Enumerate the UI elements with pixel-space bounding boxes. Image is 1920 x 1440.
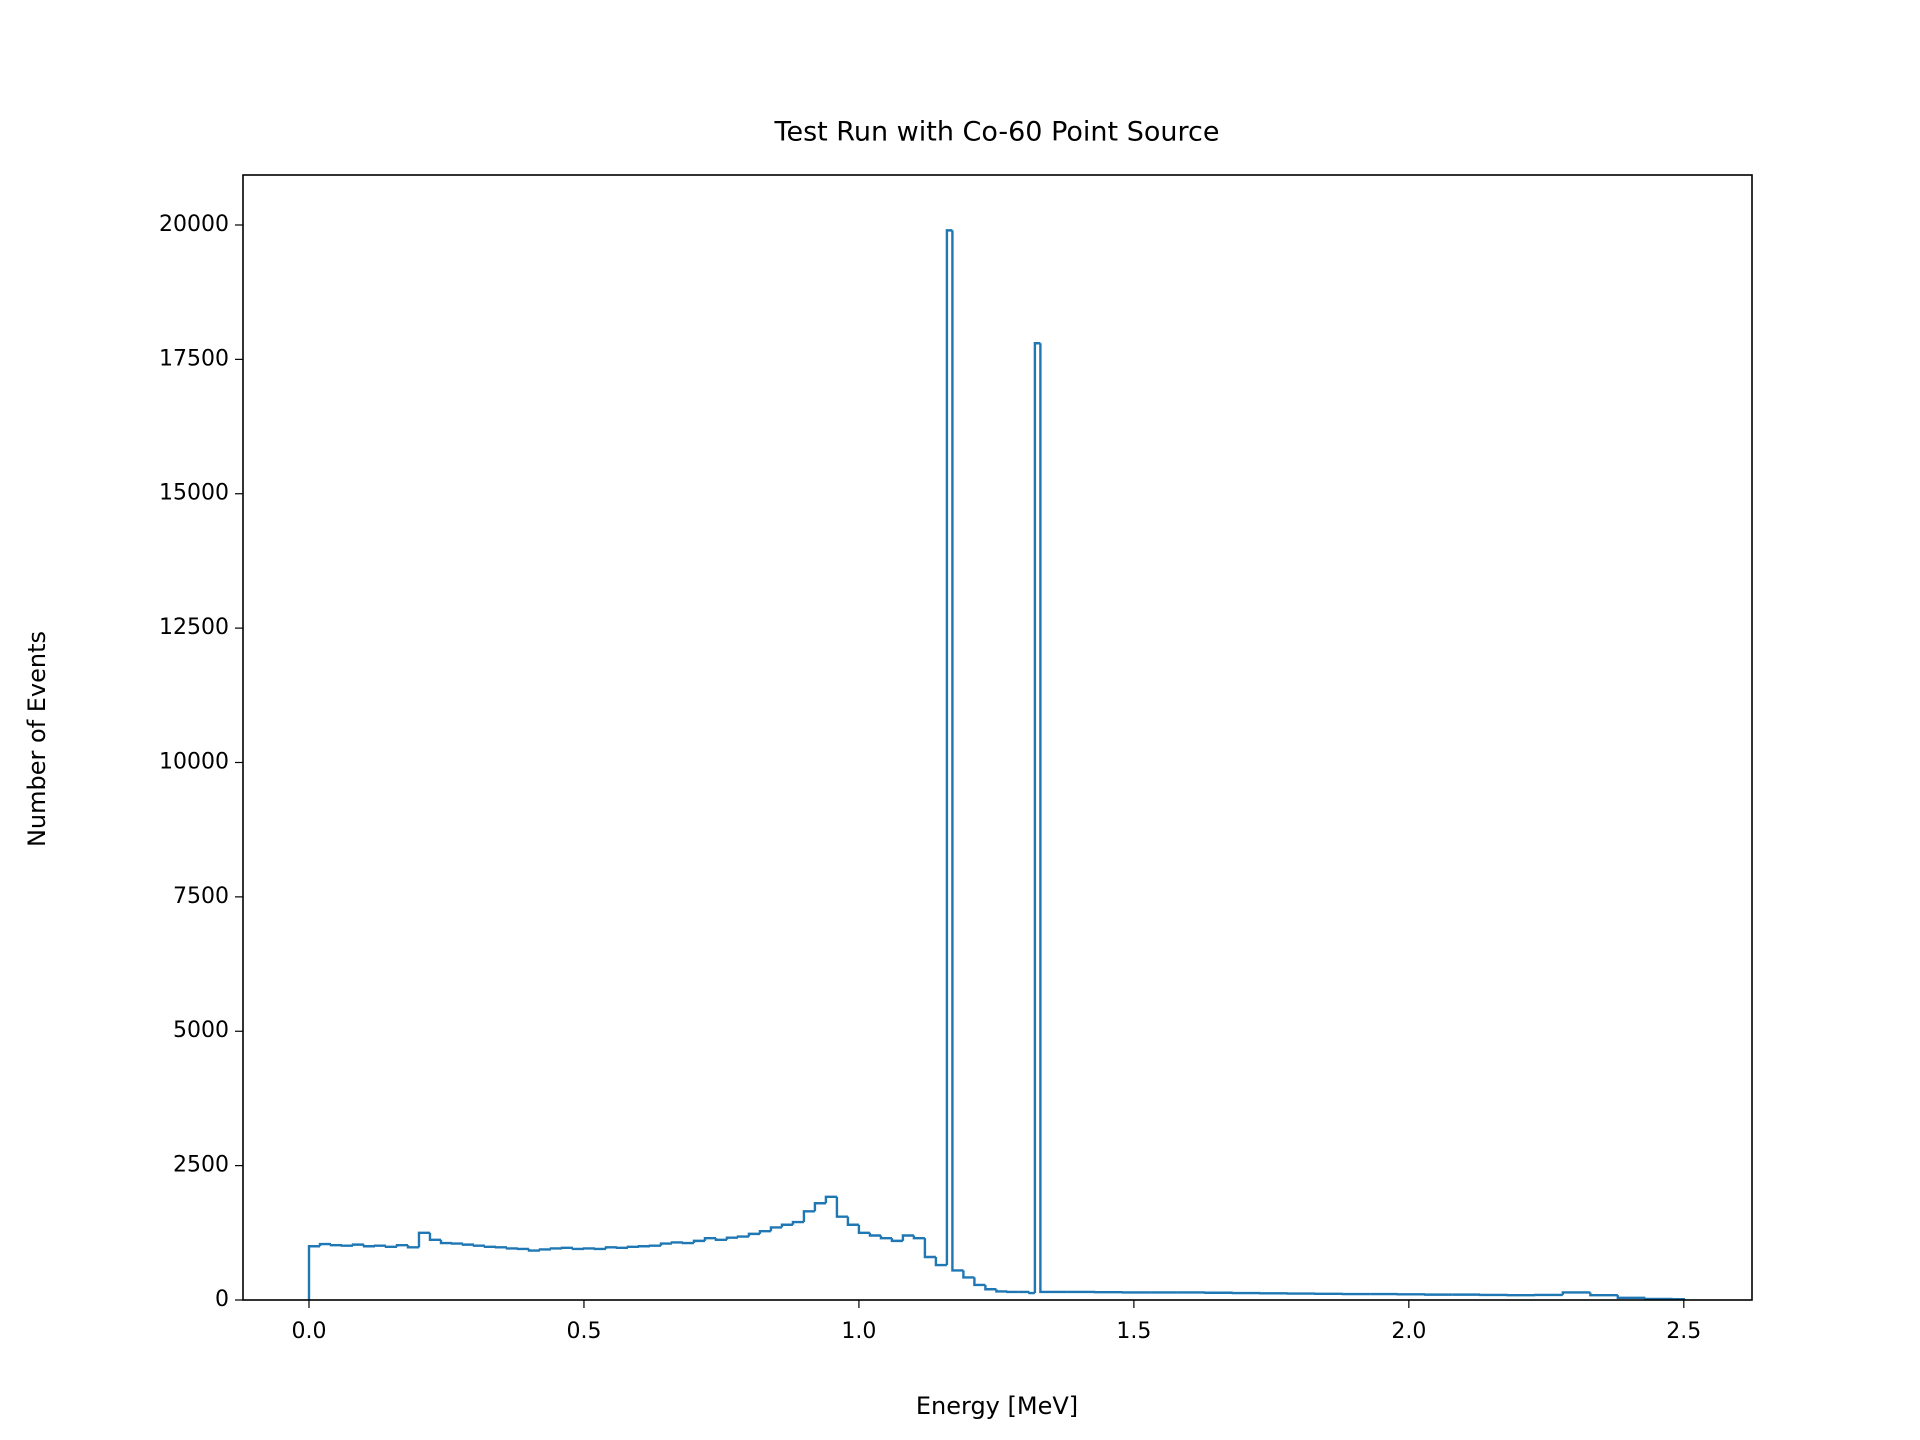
histogram-bin xyxy=(637,1245,650,1248)
histogram-bin xyxy=(615,1246,628,1250)
histogram-bin xyxy=(1589,1292,1618,1297)
histogram-bin xyxy=(340,1244,353,1247)
histogram-bin xyxy=(351,1243,364,1246)
histogram-bin xyxy=(835,1196,848,1218)
histogram-bin xyxy=(670,1241,683,1244)
x-tick-label: 1.0 xyxy=(841,1319,876,1344)
histogram-bin xyxy=(1033,342,1041,1294)
y-tick-label: 15000 xyxy=(159,481,229,506)
histogram-bin xyxy=(1561,1291,1591,1295)
histogram-bin xyxy=(626,1245,639,1248)
histogram-bin xyxy=(879,1235,892,1240)
histogram-bin xyxy=(802,1210,815,1223)
y-tick-label: 20000 xyxy=(159,212,229,237)
histogram-bin xyxy=(560,1246,573,1250)
histogram-bin xyxy=(846,1216,859,1226)
y-tick-label: 2500 xyxy=(173,1153,229,1178)
histogram-bin xyxy=(951,230,964,1272)
histogram-bin xyxy=(384,1245,397,1248)
histogram-bin xyxy=(703,1236,716,1241)
histogram-bin xyxy=(1644,1297,1673,1301)
histogram-bin xyxy=(681,1241,694,1245)
histogram-bin xyxy=(714,1238,727,1241)
histogram-bin xyxy=(813,1202,826,1212)
histogram-bin xyxy=(461,1243,474,1246)
histogram-bin xyxy=(923,1238,936,1259)
y-tick-label: 0 xyxy=(215,1287,229,1312)
histogram-bin xyxy=(868,1232,881,1237)
histogram-bin xyxy=(1006,1290,1019,1294)
histogram-bin xyxy=(934,1257,947,1267)
histogram-bin xyxy=(995,1289,1008,1293)
histogram-bin xyxy=(549,1247,562,1250)
histogram-bin xyxy=(973,1277,986,1287)
x-tick-label: 0.5 xyxy=(566,1319,601,1344)
x-tick-label: 1.5 xyxy=(1116,1319,1151,1344)
histogram-bin xyxy=(439,1239,452,1245)
histogram-bin xyxy=(780,1223,793,1228)
histogram-bin xyxy=(593,1247,606,1251)
x-tick-label: 0.0 xyxy=(291,1319,326,1344)
x-tick-label: 2.5 xyxy=(1666,1319,1701,1344)
histogram-bin xyxy=(901,1234,914,1241)
histogram-bin xyxy=(648,1244,661,1247)
y-tick-label: 5000 xyxy=(173,1018,229,1043)
histogram-bin xyxy=(505,1247,518,1250)
chart-title: Test Run with Co-60 Point Source xyxy=(774,117,1220,148)
histogram-bin xyxy=(758,1230,771,1234)
x-tick-label: 2.0 xyxy=(1391,1319,1426,1344)
histogram-bin xyxy=(890,1238,903,1243)
histogram-bin xyxy=(912,1235,925,1240)
histogram-bin xyxy=(962,1270,975,1279)
histogram-bin xyxy=(516,1247,529,1251)
histogram-bin xyxy=(428,1232,441,1241)
histogram-bin xyxy=(1616,1295,1646,1300)
y-tick-label: 10000 xyxy=(159,749,229,774)
histogram-bin xyxy=(450,1242,463,1245)
histogram-bin xyxy=(527,1248,540,1252)
histogram-bin xyxy=(571,1247,584,1251)
histogram-bin xyxy=(395,1243,408,1247)
histogram-bin xyxy=(692,1239,705,1244)
histogram-bin xyxy=(1039,343,1068,1294)
histogram-bin xyxy=(417,1231,430,1248)
histogram-bin xyxy=(769,1226,782,1232)
plot-frame xyxy=(242,174,1753,1301)
histogram-bin xyxy=(373,1244,386,1247)
histogram-bin xyxy=(538,1248,551,1251)
y-tick-label: 7500 xyxy=(173,884,229,909)
histogram-bin xyxy=(362,1244,375,1248)
histogram-bin xyxy=(857,1224,870,1235)
histogram-bin xyxy=(494,1246,507,1249)
histogram-bin xyxy=(791,1220,804,1225)
histogram-bin xyxy=(318,1242,331,1247)
histogram-bin xyxy=(483,1245,496,1248)
histogram-bin xyxy=(945,229,953,1266)
histogram-bin xyxy=(736,1235,749,1238)
x-axis-label: Energy [MeV] xyxy=(916,1392,1078,1420)
histogram-bin xyxy=(604,1246,617,1249)
histogram-bin xyxy=(406,1245,419,1249)
histogram-bin xyxy=(307,1245,320,1300)
y-tick-label: 12500 xyxy=(159,615,229,640)
histogram-bin xyxy=(659,1242,672,1246)
histogram-bin xyxy=(329,1243,342,1247)
histogram-bin xyxy=(725,1236,738,1240)
histogram-bin xyxy=(984,1284,997,1291)
histogram-bin xyxy=(582,1247,595,1250)
histogram-bin xyxy=(1028,1291,1035,1295)
histogram-bin xyxy=(472,1244,485,1247)
histogram-bin xyxy=(747,1232,760,1237)
y-tick-label: 17500 xyxy=(159,346,229,371)
y-axis-label: Number of Events xyxy=(23,631,51,847)
histogram-bin xyxy=(824,1195,837,1204)
